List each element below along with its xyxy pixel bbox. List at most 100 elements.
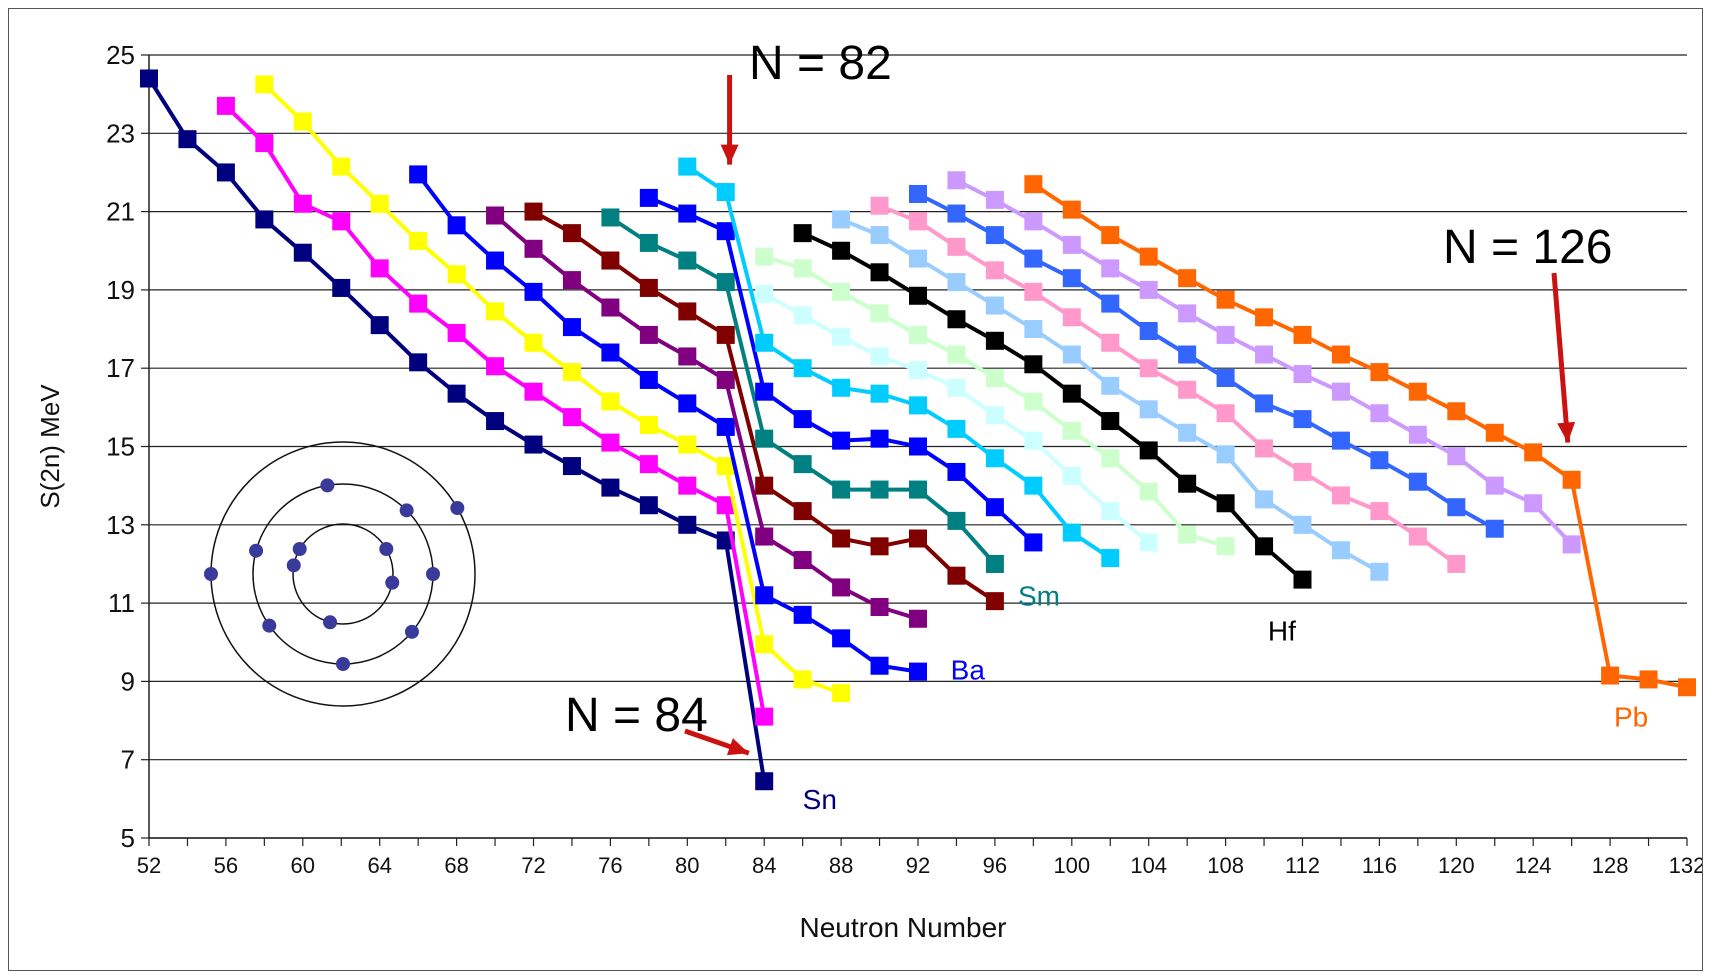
data-point bbox=[639, 233, 658, 252]
y-tick-label: 7 bbox=[121, 745, 135, 775]
data-point bbox=[1062, 308, 1081, 327]
data-point bbox=[1062, 235, 1081, 254]
data-point bbox=[1370, 363, 1389, 382]
series-9 bbox=[678, 157, 1120, 568]
data-point bbox=[486, 251, 505, 270]
y-tick-label: 17 bbox=[106, 353, 135, 383]
data-point bbox=[370, 259, 389, 278]
x-tick-label: 104 bbox=[1130, 853, 1167, 878]
data-point bbox=[678, 435, 697, 454]
data-point bbox=[1255, 537, 1274, 556]
data-point bbox=[562, 271, 581, 290]
data-point bbox=[832, 378, 851, 397]
data-point bbox=[985, 498, 1004, 517]
data-point bbox=[1331, 486, 1350, 505]
data-point bbox=[293, 243, 312, 262]
data-point bbox=[716, 496, 735, 515]
series-13 bbox=[832, 210, 1389, 581]
data-point bbox=[486, 206, 505, 225]
data-point bbox=[1447, 447, 1466, 466]
data-point bbox=[601, 433, 620, 452]
data-point bbox=[1178, 423, 1197, 442]
data-point bbox=[793, 306, 812, 325]
data-point bbox=[793, 359, 812, 378]
electron-dot bbox=[450, 501, 465, 515]
series-hf: Hf bbox=[793, 224, 1312, 647]
data-point bbox=[947, 204, 966, 223]
data-point bbox=[832, 241, 851, 260]
data-point bbox=[1562, 535, 1581, 554]
data-point bbox=[486, 357, 505, 376]
data-point bbox=[1293, 462, 1312, 481]
series-2 bbox=[216, 96, 774, 726]
data-point bbox=[793, 551, 812, 570]
x-tick-label: 108 bbox=[1207, 853, 1244, 878]
data-point bbox=[255, 210, 274, 229]
data-point bbox=[870, 347, 889, 366]
data-point bbox=[1139, 533, 1158, 552]
data-point bbox=[755, 586, 774, 605]
electron-dot bbox=[262, 618, 277, 633]
data-point bbox=[1024, 320, 1043, 339]
data-point bbox=[870, 598, 889, 617]
data-point bbox=[332, 157, 351, 176]
arrow-n82-head bbox=[720, 144, 739, 165]
data-point bbox=[524, 239, 543, 258]
data-point bbox=[1331, 541, 1350, 560]
data-point bbox=[870, 304, 889, 323]
data-point bbox=[870, 480, 889, 499]
data-point bbox=[1139, 280, 1158, 299]
data-point bbox=[1408, 425, 1427, 444]
x-tick-label: 64 bbox=[367, 853, 391, 878]
arrow-n84-head bbox=[726, 738, 749, 756]
data-point bbox=[1101, 376, 1120, 395]
data-point bbox=[870, 226, 889, 245]
data-point bbox=[486, 302, 505, 321]
data-point bbox=[947, 462, 966, 481]
data-point bbox=[909, 184, 927, 203]
series-5 bbox=[486, 206, 927, 628]
data-point bbox=[832, 327, 851, 346]
data-point bbox=[1178, 380, 1197, 399]
data-point bbox=[370, 194, 389, 213]
data-point bbox=[1255, 394, 1274, 413]
data-point bbox=[639, 278, 658, 297]
data-point bbox=[1331, 431, 1350, 450]
series-label: Ba bbox=[951, 655, 986, 686]
data-point bbox=[524, 333, 543, 352]
x-tick-label: 76 bbox=[598, 853, 622, 878]
series-sn: Sn bbox=[140, 69, 837, 815]
data-point bbox=[1024, 476, 1043, 495]
data-point bbox=[755, 333, 774, 352]
x-tick-label: 112 bbox=[1285, 853, 1320, 878]
series-line bbox=[262, 82, 842, 695]
data-point bbox=[1024, 175, 1043, 194]
annotations: N = 82 N = 84 N = 126 bbox=[565, 37, 1612, 756]
series-pb: Pb bbox=[1024, 175, 1696, 733]
data-point bbox=[947, 419, 966, 438]
data-point bbox=[1216, 325, 1235, 344]
data-point bbox=[985, 226, 1004, 245]
electron-dot bbox=[379, 542, 394, 556]
data-point bbox=[678, 204, 697, 223]
data-point bbox=[1293, 410, 1312, 429]
atom-diagram bbox=[204, 441, 476, 707]
data-point bbox=[1178, 474, 1197, 493]
data-point bbox=[870, 537, 889, 556]
data-point bbox=[1139, 322, 1158, 341]
data-point bbox=[716, 273, 735, 292]
data-point bbox=[909, 529, 927, 548]
data-point bbox=[1293, 515, 1312, 534]
data-point bbox=[216, 96, 235, 115]
data-point bbox=[409, 231, 428, 250]
y-tick-label: 13 bbox=[106, 510, 135, 540]
x-tick-label: 56 bbox=[214, 853, 238, 878]
data-point bbox=[178, 130, 197, 149]
data-point bbox=[1024, 431, 1043, 450]
x-tick-label: 52 bbox=[137, 853, 161, 878]
data-point bbox=[678, 157, 697, 176]
data-point bbox=[870, 196, 889, 215]
data-point bbox=[1024, 533, 1043, 552]
data-point bbox=[1562, 470, 1581, 489]
data-point bbox=[793, 502, 812, 521]
